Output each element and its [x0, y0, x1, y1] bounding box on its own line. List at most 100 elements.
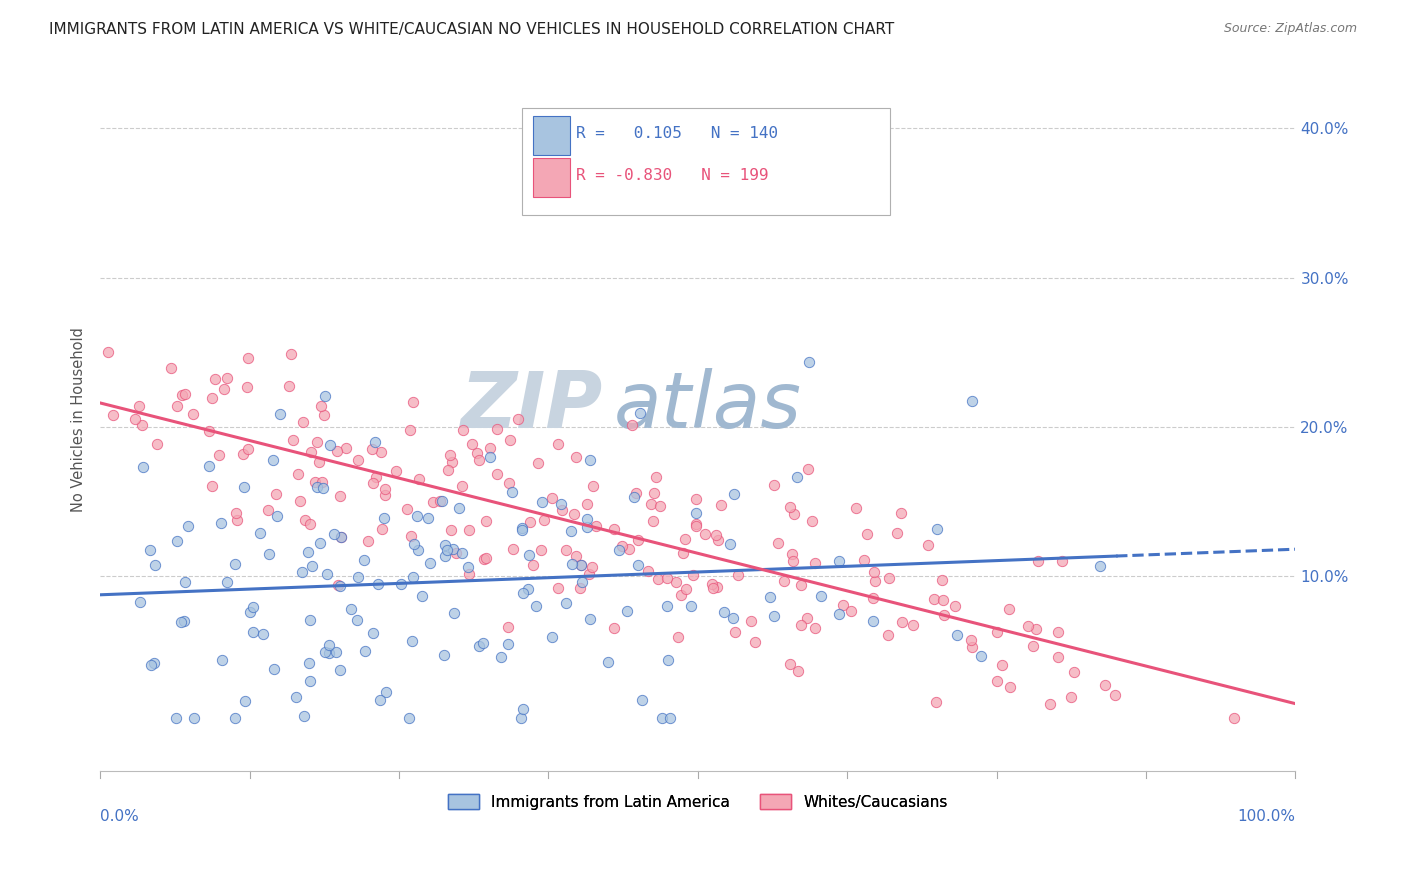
Point: [496, 620, 519, 634]
Point: [657, 653, 679, 667]
Point: [146, 437, 169, 451]
Point: [311, 399, 333, 413]
Point: [655, 599, 678, 614]
Point: [665, 574, 688, 589]
Point: [225, 506, 247, 520]
Point: [139, 543, 162, 558]
Point: [311, 475, 333, 490]
Point: [294, 513, 316, 527]
Point: [852, 553, 875, 567]
Point: [669, 589, 692, 603]
Point: [353, 553, 375, 567]
Y-axis label: No Vehicles in Household: No Vehicles in Household: [72, 327, 86, 512]
Point: [443, 606, 465, 620]
Point: [292, 708, 315, 723]
Point: [211, 653, 233, 667]
Point: [208, 448, 231, 462]
Point: [214, 382, 236, 396]
Point: [628, 406, 651, 420]
Point: [555, 543, 578, 558]
Point: [128, 595, 150, 609]
Point: [759, 590, 782, 604]
Point: [658, 711, 681, 725]
Point: [651, 711, 673, 725]
Point: [779, 500, 801, 514]
Point: [233, 694, 256, 708]
Point: [177, 519, 200, 533]
Point: [724, 624, 747, 639]
Point: [451, 423, 474, 437]
Text: R =   0.105   N = 140: R = 0.105 N = 140: [576, 126, 778, 141]
FancyBboxPatch shape: [533, 116, 569, 155]
Point: [309, 536, 332, 550]
Point: [242, 599, 264, 614]
Point: [235, 380, 257, 394]
Point: [468, 639, 491, 653]
Point: [457, 560, 479, 574]
Text: 0.0%: 0.0%: [100, 809, 139, 824]
Point: [361, 626, 384, 640]
Point: [479, 441, 502, 455]
Point: [217, 371, 239, 385]
Point: [347, 569, 370, 583]
Point: [1047, 624, 1070, 639]
Point: [1026, 554, 1049, 568]
Point: [682, 568, 704, 582]
Point: [702, 581, 724, 595]
Point: [643, 486, 665, 500]
Point: [723, 611, 745, 625]
Point: [579, 453, 602, 467]
Point: [361, 442, 384, 456]
Point: [609, 543, 631, 558]
Point: [863, 574, 886, 588]
Point: [685, 492, 707, 507]
Point: [329, 579, 352, 593]
Point: [519, 516, 541, 530]
Point: [1050, 554, 1073, 568]
Point: [318, 638, 340, 652]
Point: [529, 542, 551, 557]
Point: [922, 592, 945, 607]
Point: [389, 577, 412, 591]
Point: [326, 577, 349, 591]
Point: [790, 578, 813, 592]
Point: [209, 516, 232, 531]
Point: [780, 547, 803, 561]
Point: [596, 655, 619, 669]
FancyBboxPatch shape: [533, 158, 569, 197]
Point: [576, 497, 599, 511]
Point: [582, 479, 605, 493]
Point: [706, 533, 728, 547]
Point: [496, 637, 519, 651]
Point: [786, 470, 808, 484]
Point: [299, 516, 322, 531]
Point: [502, 541, 524, 556]
Point: [441, 455, 464, 469]
FancyBboxPatch shape: [522, 108, 890, 215]
Point: [789, 618, 811, 632]
Point: [465, 446, 488, 460]
Point: [675, 582, 697, 596]
Point: [297, 545, 319, 559]
Point: [124, 412, 146, 426]
Point: [322, 527, 344, 541]
Point: [173, 615, 195, 629]
Point: [433, 538, 456, 552]
Point: [727, 568, 749, 582]
Point: [969, 648, 991, 663]
Point: [215, 575, 238, 590]
Point: [160, 360, 183, 375]
Point: [498, 476, 520, 491]
Point: [998, 602, 1021, 616]
Point: [1094, 678, 1116, 692]
Point: [266, 508, 288, 523]
Point: [499, 433, 522, 447]
Point: [800, 514, 823, 528]
Point: [510, 520, 533, 534]
Point: [828, 607, 851, 622]
Point: [685, 519, 707, 533]
Point: [142, 657, 165, 671]
Point: [575, 511, 598, 525]
Point: [312, 482, 335, 496]
Point: [264, 487, 287, 501]
